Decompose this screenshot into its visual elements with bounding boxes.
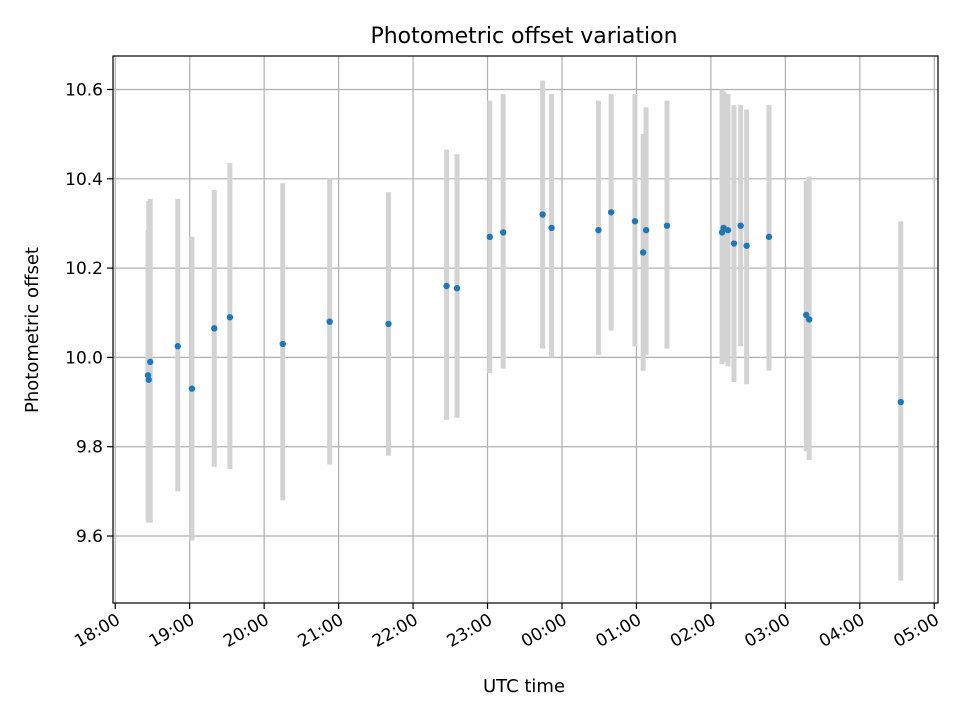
x-tick-label: 22:00 bbox=[369, 610, 421, 652]
data-point bbox=[385, 320, 392, 328]
x-tick-label: 02:00 bbox=[667, 610, 719, 652]
y-tick-label: 10.6 bbox=[65, 80, 103, 100]
chart-title: Photometric offset variation bbox=[370, 24, 677, 49]
data-point bbox=[639, 249, 647, 256]
x-axis-label: UTC time bbox=[483, 676, 565, 697]
x-tick-label: 18:00 bbox=[71, 610, 123, 652]
data-point bbox=[595, 226, 602, 234]
data-point bbox=[443, 282, 450, 290]
data-point bbox=[765, 233, 773, 241]
data-point bbox=[226, 314, 234, 321]
data-point bbox=[631, 218, 639, 225]
data-points bbox=[144, 209, 904, 406]
x-tick-label: 21:00 bbox=[295, 610, 347, 652]
data-point bbox=[743, 242, 750, 249]
data-point bbox=[147, 358, 154, 366]
data-point bbox=[453, 284, 461, 292]
data-point bbox=[548, 224, 555, 232]
data-point bbox=[539, 211, 546, 218]
data-point bbox=[663, 222, 671, 229]
x-tick-label: 19:00 bbox=[146, 610, 198, 652]
data-point bbox=[211, 325, 218, 332]
x-tick-label: 00:00 bbox=[518, 610, 570, 652]
data-point bbox=[642, 226, 650, 234]
grid-lines bbox=[113, 56, 938, 603]
data-point bbox=[730, 240, 738, 247]
data-point bbox=[607, 209, 615, 216]
data-point bbox=[188, 385, 196, 392]
data-point bbox=[279, 340, 286, 348]
data-point bbox=[174, 343, 181, 350]
y-tick-label: 10.4 bbox=[65, 170, 103, 190]
y-axis-ticks: 9.6 9.8 10.0 10.2 10.4 10.6 bbox=[65, 80, 113, 547]
x-tick-label: 23:00 bbox=[444, 610, 496, 652]
data-point bbox=[805, 316, 813, 323]
y-tick-label: 10.0 bbox=[65, 348, 103, 368]
x-tick-label: 04:00 bbox=[816, 610, 868, 652]
x-tick-label: 01:00 bbox=[593, 610, 645, 652]
data-point bbox=[326, 318, 333, 325]
data-point bbox=[897, 398, 904, 406]
x-tick-label: 20:00 bbox=[220, 610, 272, 652]
y-tick-label: 10.2 bbox=[65, 259, 103, 279]
data-point bbox=[145, 376, 152, 383]
data-point bbox=[724, 226, 732, 234]
data-point bbox=[486, 233, 493, 241]
y-tick-label: 9.8 bbox=[76, 438, 103, 458]
y-axis-label: Photometric offset bbox=[22, 247, 43, 413]
data-point bbox=[737, 222, 744, 229]
data-point bbox=[499, 229, 507, 236]
y-tick-label: 9.6 bbox=[76, 527, 103, 547]
plot-frame bbox=[112, 55, 939, 604]
x-tick-label: 05:00 bbox=[890, 610, 942, 652]
error-bars bbox=[145, 80, 904, 581]
x-axis-ticks: 18:00 19:00 20:00 21:00 22:00 23:00 00:00 01:00… bbox=[71, 603, 943, 652]
x-tick-label: 03:00 bbox=[741, 610, 793, 652]
